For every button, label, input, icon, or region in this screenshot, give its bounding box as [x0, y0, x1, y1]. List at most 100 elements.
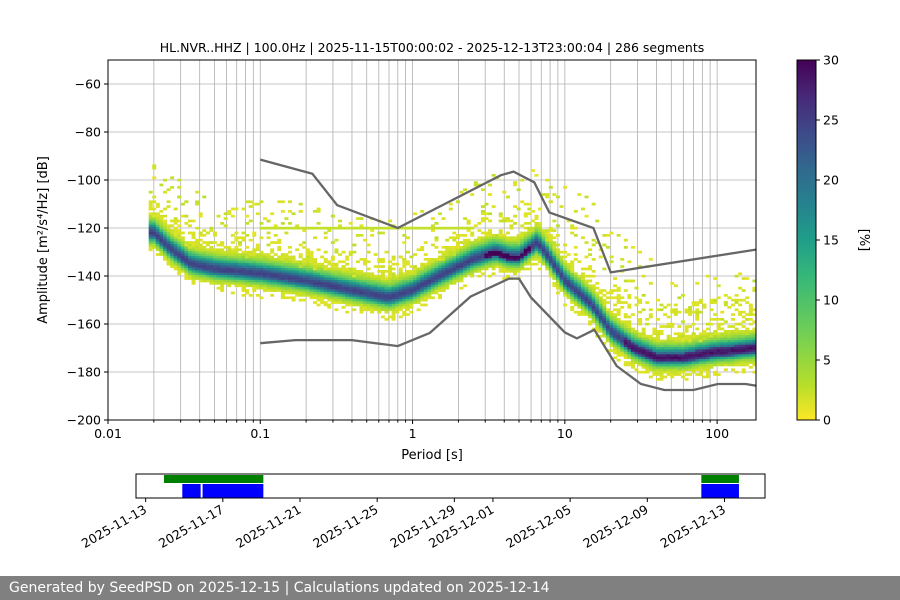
psd-cell [448, 258, 453, 261]
psd-cell [716, 296, 721, 300]
psd-cell [220, 253, 225, 256]
psd-cell [666, 356, 671, 360]
psd-cell [341, 282, 346, 285]
psd-cell [523, 243, 528, 247]
psd-cell [166, 205, 171, 208]
psd-cell [527, 260, 532, 264]
psd-cell [266, 236, 271, 240]
psd-cell [684, 342, 689, 345]
psd-cell [509, 224, 514, 228]
psd-cell [523, 231, 528, 235]
psd-cell [648, 308, 653, 312]
psd-cell [162, 190, 167, 194]
psd-cell [313, 289, 317, 292]
psd-cell [523, 255, 528, 259]
psd-cell [684, 354, 689, 357]
psd-cell [580, 286, 585, 290]
psd-cell [452, 274, 457, 278]
psd-cell [741, 325, 746, 328]
psd-cell [184, 255, 189, 259]
psd-cell [584, 267, 589, 271]
psd-cell [166, 231, 171, 235]
psd-cell [695, 361, 700, 364]
psd-cell [566, 219, 571, 223]
psd-cell [241, 250, 246, 254]
psd-cell [509, 267, 514, 271]
psd-cell [713, 344, 718, 348]
psd-cell [748, 334, 753, 338]
psd-cell [480, 272, 485, 276]
psd-cell [198, 214, 203, 218]
psd-cell [459, 226, 464, 230]
psd-cell [398, 303, 403, 307]
psd-cell [295, 282, 300, 285]
psd-cell [273, 267, 278, 271]
psd-cell [748, 342, 753, 345]
psd-cell [695, 301, 700, 304]
psd-cell [291, 277, 296, 280]
psd-cell [484, 262, 489, 266]
psd-cell [588, 310, 593, 314]
psd-cell [366, 267, 371, 271]
psd-cell [313, 301, 317, 304]
psd-cell [205, 260, 210, 264]
psd-cell [659, 346, 664, 350]
psd-cell [305, 253, 310, 256]
psd-cell [748, 308, 753, 312]
psd-cell [684, 327, 689, 331]
psd-cell [155, 229, 160, 232]
psd-cell [170, 186, 175, 189]
psd-cell [263, 226, 267, 230]
date-tick-label: 2025-11-25 [310, 502, 380, 551]
psd-cell [438, 286, 443, 290]
psd-cell [277, 279, 282, 283]
psd-cell [463, 248, 468, 252]
psd-cell [445, 274, 450, 278]
psd-cell [584, 296, 589, 300]
psd-cell [691, 368, 696, 372]
psd-cell [595, 313, 600, 316]
psd-cell [152, 238, 157, 242]
psd-cell [395, 279, 400, 283]
psd-cell [745, 334, 750, 338]
psd-cell [545, 178, 550, 182]
psd-cell [202, 262, 207, 266]
psd-cell [345, 277, 350, 280]
psd-cell [177, 243, 182, 247]
psd-cell [291, 296, 296, 300]
psd-cell [430, 258, 435, 261]
psd-cell [230, 267, 235, 271]
psd-cell [309, 253, 314, 256]
psd-cell [677, 354, 682, 357]
psd-cell [391, 318, 396, 321]
psd-cell [345, 310, 350, 314]
psd-cell [509, 265, 514, 268]
psd-cell [609, 349, 614, 352]
psd-cell [409, 226, 414, 230]
psd-cell [713, 356, 718, 360]
psd-cell [416, 296, 421, 300]
psd-cell [530, 210, 535, 213]
psd-cell [398, 294, 403, 297]
psd-cell [652, 358, 657, 362]
psd-cell [698, 373, 703, 376]
psd-cell [480, 265, 485, 268]
psd-cell [598, 330, 603, 333]
psd-cell [373, 296, 378, 300]
psd-cell [652, 339, 657, 343]
psd-cell [727, 356, 732, 360]
psd-cell [463, 238, 468, 242]
psd-cell [509, 219, 514, 223]
psd-cell [595, 294, 600, 297]
psd-cell [255, 258, 260, 261]
psd-cell [534, 241, 539, 244]
psd-cell [388, 274, 393, 278]
psd-cell [516, 236, 521, 240]
psd-cell [155, 217, 160, 220]
psd-cell [627, 337, 632, 340]
psd-cell [395, 298, 400, 302]
psd-cell [627, 339, 632, 343]
psd-cell [559, 255, 564, 259]
psd-cell [277, 246, 282, 249]
psd-cell [273, 289, 278, 292]
